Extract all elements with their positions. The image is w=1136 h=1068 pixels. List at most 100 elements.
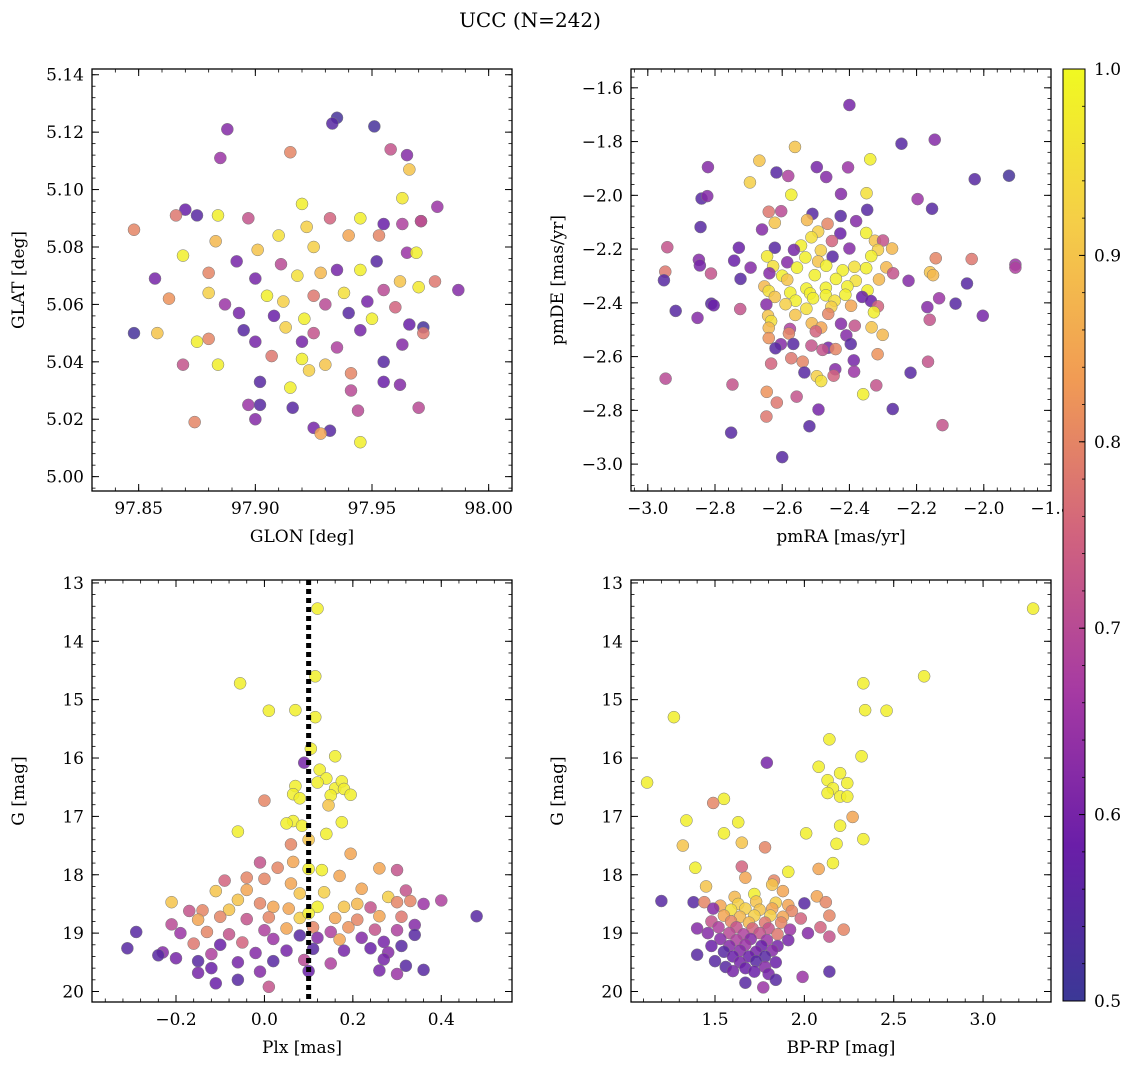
scatter-point — [880, 704, 893, 717]
scatter-point — [785, 904, 799, 918]
scatter-point — [799, 251, 812, 264]
scatter-point — [717, 827, 731, 840]
scatter-point — [317, 886, 331, 899]
scatter-point — [701, 160, 715, 174]
scatter-point — [231, 973, 245, 987]
x-tick-label: −2.2 — [896, 499, 937, 519]
panel-pmra-pmde: −3.0 −2.8 −2.6 −2.4 −2.2 −2.0 −1.8 −3.0 −2.8 −2.6… — [548, 68, 1072, 547]
y-tick-label: 19 — [601, 924, 623, 944]
scatter-point — [762, 331, 776, 345]
scatter-point — [806, 292, 820, 305]
scatter-point — [755, 223, 769, 236]
scatter-point — [859, 261, 873, 275]
y-tick-label: 5.10 — [46, 181, 84, 201]
scatter-point — [929, 251, 942, 265]
colorbar: 0.5 0.6 0.7 0.8 0.9 1.0 — [1062, 60, 1121, 1012]
scatter-point — [202, 286, 215, 300]
scatter-point — [911, 192, 924, 206]
scatter-point — [377, 283, 390, 297]
scatter-point — [885, 242, 899, 255]
scatter-point — [390, 895, 404, 909]
scatter-point — [231, 956, 245, 969]
scatter-point — [368, 923, 382, 936]
y-tick-label: 18 — [601, 866, 623, 886]
scatter-point — [249, 946, 262, 960]
scatter-point — [758, 841, 772, 854]
scatter-point — [714, 932, 727, 946]
scatter-point — [396, 338, 409, 351]
scatter-point — [372, 229, 386, 242]
scatter-point — [812, 862, 825, 876]
scatter-point — [689, 861, 702, 874]
scatter-point — [267, 932, 280, 946]
scatter-point — [812, 403, 825, 416]
scatter-point — [860, 186, 873, 200]
scatter-point — [258, 794, 271, 807]
x-axis-label: Plx [mas] — [262, 1038, 342, 1058]
y-tick-label: 15 — [62, 691, 84, 711]
scatter-point — [858, 703, 872, 717]
scatter-point — [174, 926, 187, 940]
scatter-point — [704, 267, 718, 280]
scatter-point — [428, 275, 442, 288]
scatter-point — [315, 863, 329, 877]
scatter-point — [1009, 261, 1022, 274]
x-axis-label: GLON [deg] — [250, 527, 354, 547]
scatter-point — [328, 750, 342, 763]
scatter-point — [760, 298, 773, 311]
x-axis-label: pmRA [mas/yr] — [776, 527, 905, 547]
scatter-point — [834, 187, 848, 201]
x-tick-label: 0.0 — [251, 1010, 278, 1030]
scatter-point — [179, 203, 192, 216]
scatter-point — [760, 385, 773, 399]
y-tick-label: 16 — [601, 749, 623, 769]
scatter-point — [809, 325, 823, 338]
scatter-point — [129, 925, 143, 939]
scatter-point — [277, 295, 290, 308]
scatter-point — [280, 944, 293, 957]
scatter-point — [337, 286, 351, 300]
scatter-points — [640, 602, 1040, 994]
y-tick-label: 5.02 — [46, 410, 84, 430]
scatter-point — [399, 959, 413, 973]
scatter-point — [311, 931, 324, 945]
scatter-point — [324, 957, 337, 970]
scatter-point — [396, 191, 409, 205]
scatter-point — [769, 973, 783, 987]
scatter-point — [834, 317, 848, 331]
scatter-point — [847, 354, 861, 367]
panel-glon-glat: 97.85 97.90 97.95 98.00 5.00 5.02 5.04 5.06 5.08… — [9, 66, 513, 547]
scatter-point — [258, 923, 271, 937]
scatter-point — [787, 337, 800, 351]
scatter-point — [470, 909, 483, 923]
scatter-point — [311, 602, 324, 615]
x-axis-label: BP-RP [mag] — [787, 1038, 896, 1058]
axes-frame — [630, 68, 1052, 492]
scatter-point — [218, 874, 231, 887]
scatter-points — [127, 111, 465, 449]
y-tick-label: −1.6 — [582, 79, 623, 99]
scatter-point — [841, 776, 854, 790]
scatter-point — [355, 882, 368, 896]
scatter-point — [330, 263, 344, 277]
scatter-point — [785, 351, 798, 365]
scatter-point — [724, 426, 738, 439]
colorbar-tick-label: 0.8 — [1094, 433, 1121, 453]
scatter-point — [377, 375, 390, 389]
scatter-point — [319, 358, 332, 371]
x-tick-label: −3.0 — [627, 499, 668, 519]
y-axis-label: pmDE [mas/yr] — [548, 215, 568, 345]
y-tick-label: 5.06 — [46, 295, 84, 315]
scatter-point — [726, 378, 739, 391]
scatter-point — [805, 339, 818, 352]
y-tick-label: 5.00 — [46, 468, 84, 488]
scatter-point — [812, 760, 825, 774]
scatter-point — [396, 217, 409, 231]
scatter-point — [705, 939, 718, 953]
scatter-point — [814, 374, 828, 388]
scatter-point — [258, 872, 271, 886]
scatter-point — [284, 877, 298, 890]
scatter-point — [690, 922, 704, 935]
scatter-point — [712, 921, 725, 934]
scatter-point — [121, 942, 134, 955]
